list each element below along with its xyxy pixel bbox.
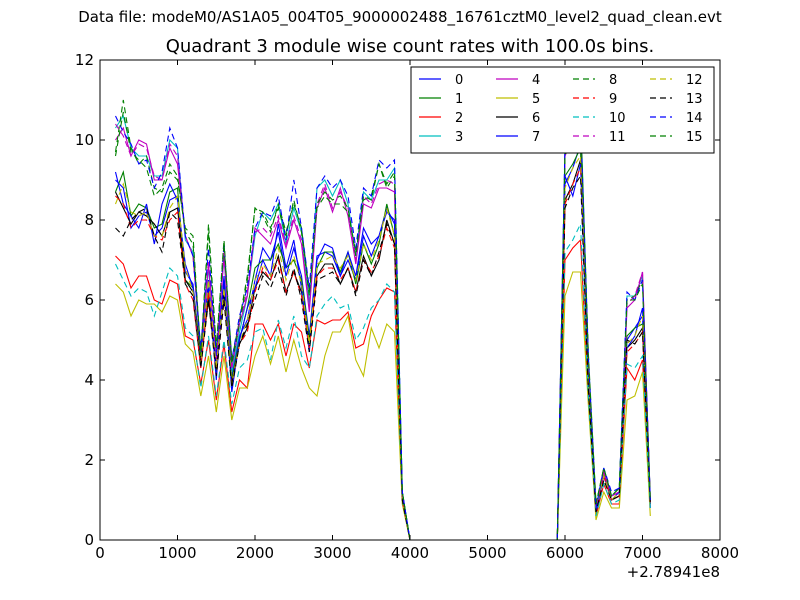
legend-label-5: 5 [532, 92, 540, 107]
legend-label-7: 7 [532, 130, 540, 145]
series-line-0 [115, 143, 651, 540]
series-line-12 [114, 154, 651, 540]
x-tick-label: 2000 [236, 544, 274, 562]
series-line-14 [115, 114, 651, 540]
legend-label-10: 10 [609, 111, 626, 126]
x-tick-label: 8000 [701, 544, 739, 562]
series-line-11 [115, 122, 651, 540]
legend-label-0: 0 [455, 73, 463, 88]
legend-label-4: 4 [532, 73, 540, 88]
x-tick-label: 0 [95, 544, 105, 562]
legend-label-13: 13 [686, 92, 703, 107]
x-axis-offset-label: +2.78941e8 [626, 563, 720, 581]
y-tick-label: 12 [75, 51, 94, 69]
figure-suptitle: Data file: modeM0/AS1A05_004T05_90000024… [78, 8, 722, 26]
chart-title: Quadrant 3 module wise count rates with … [165, 36, 655, 57]
series-line-10 [115, 223, 651, 540]
y-tick-label: 0 [84, 531, 94, 549]
legend-label-1: 1 [455, 92, 463, 107]
legend-label-14: 14 [686, 111, 703, 126]
y-tick-label: 2 [84, 451, 94, 469]
series-line-15 [114, 111, 651, 540]
legend-label-6: 6 [532, 111, 540, 126]
y-tick-label: 4 [84, 371, 94, 389]
legend-label-3: 3 [455, 130, 463, 145]
series-lines [114, 99, 651, 540]
x-tick-label: 7000 [623, 544, 661, 562]
legend-label-9: 9 [609, 92, 617, 107]
x-tick-label: 3000 [313, 544, 351, 562]
x-tick-label: 6000 [546, 544, 584, 562]
y-tick-label: 6 [84, 291, 94, 309]
x-tick-label: 4000 [391, 544, 429, 562]
series-line-13 [115, 174, 651, 540]
series-line-6 [115, 159, 651, 540]
legend-label-2: 2 [455, 111, 463, 126]
legend-box [410, 66, 715, 154]
y-tick-label: 10 [75, 131, 94, 149]
x-tick-label: 1000 [158, 544, 196, 562]
legend-label-12: 12 [686, 73, 703, 88]
series-line-4 [115, 119, 651, 540]
x-tick-label: 5000 [468, 544, 506, 562]
series-line-2 [115, 238, 651, 540]
y-tick-label: 8 [84, 211, 94, 229]
series-line-1 [114, 147, 651, 540]
x-axis: 0 1000 2000 3000 4000 5000 6000 7000 8000 [95, 60, 739, 562]
legend-label-8: 8 [609, 73, 617, 88]
legend-label-11: 11 [609, 130, 626, 145]
legend-label-15: 15 [686, 130, 703, 145]
series-line-5 [115, 271, 651, 540]
